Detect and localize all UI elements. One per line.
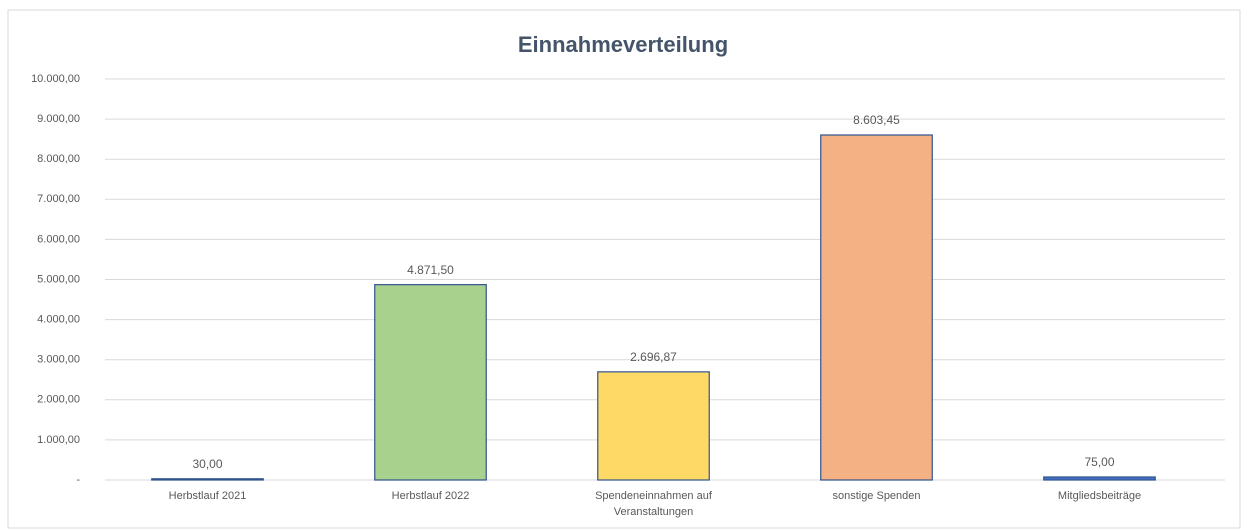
y-tick-label: 3.000,00	[37, 354, 80, 366]
y-tick-label: 2.000,00	[37, 394, 80, 406]
y-tick-label: -	[76, 474, 80, 486]
value-label: 30,00	[192, 457, 222, 471]
x-tick-label: Mitgliedsbeiträge	[1057, 490, 1142, 502]
y-tick-label: 8.000,00	[37, 153, 80, 165]
chart-title: Einnahmeverteilung	[518, 32, 728, 57]
y-tick-label: 6.000,00	[37, 233, 80, 245]
y-tick-label: 9.000,00	[37, 113, 80, 125]
value-label: 2.696,87	[630, 350, 677, 364]
bar	[151, 478, 264, 481]
x-tick-label: Herbstlauf 2022	[391, 490, 470, 502]
y-tick-label: 4.000,00	[37, 314, 80, 326]
x-tick-label: Spendeneinnahmen auf Veranstaltungen	[595, 490, 712, 518]
x-tick-label-box: Herbstlauf 2021	[168, 490, 247, 502]
bar	[1043, 476, 1156, 481]
x-tick-label-box: sonstige Spenden	[832, 490, 921, 502]
x-tick-label: Herbstlauf 2021	[168, 490, 247, 502]
x-tick-label-box: Mitgliedsbeiträge	[1057, 490, 1142, 502]
bar	[597, 371, 710, 481]
y-tick-label: 1.000,00	[37, 434, 80, 446]
value-label: 75,00	[1084, 455, 1114, 469]
bar	[820, 134, 933, 481]
value-label: 8.603,45	[853, 113, 900, 127]
value-label: 4.871,50	[407, 263, 454, 277]
y-tick-label: 5.000,00	[37, 273, 80, 285]
y-tick-label: 7.000,00	[37, 193, 80, 205]
x-tick-label-box: Spendeneinnahmen auf Veranstaltungen	[595, 490, 712, 518]
bar	[374, 284, 487, 481]
x-tick-label-box: Herbstlauf 2022	[391, 490, 470, 502]
y-tick-label: 10.000,00	[31, 73, 80, 85]
x-tick-label: sonstige Spenden	[832, 490, 921, 502]
